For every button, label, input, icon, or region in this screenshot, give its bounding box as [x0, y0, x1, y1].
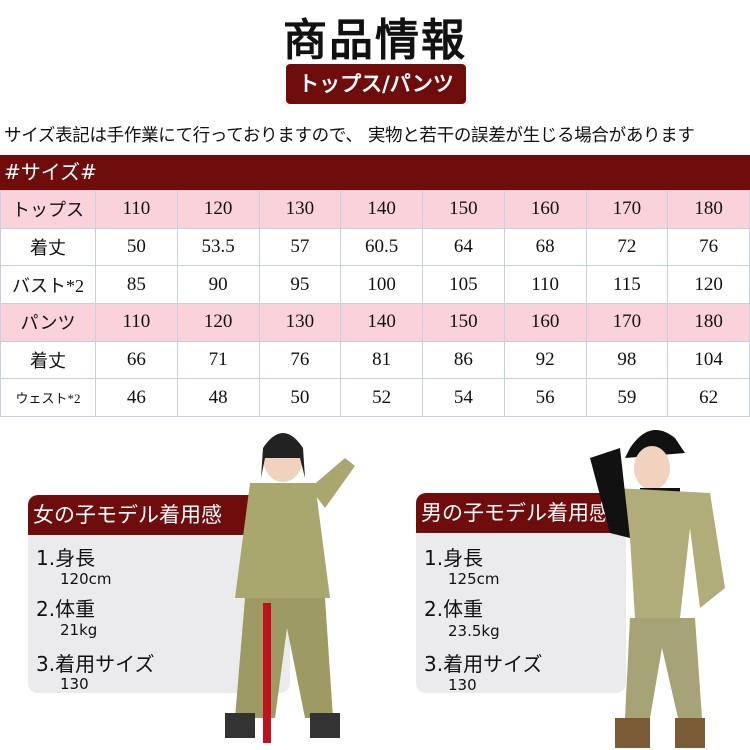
size-cell: 170 [585, 303, 669, 342]
size-cell: 95 [258, 265, 342, 305]
size-cell: 86 [422, 340, 505, 380]
size-cell: 110 [503, 265, 587, 305]
size-cell: 115 [585, 265, 669, 305]
size-cell: 120 [667, 265, 750, 305]
size-value: 130 [60, 675, 89, 693]
size-value: 130 [448, 676, 477, 694]
size-cell: 104 [667, 340, 750, 380]
size-cell: 50 [95, 227, 178, 267]
size-cell: 59 [585, 378, 669, 418]
size-row: 着丈 66 71 76 81 86 92 98 104 [0, 340, 750, 380]
size-row: バスト*2 85 90 95 100 105 110 115 120 [0, 265, 750, 305]
size-cell: 120 [176, 190, 260, 229]
size-row: トップス 110 120 130 140 150 160 170 180 [0, 190, 750, 229]
weight-label: 2.体重 [424, 597, 484, 621]
row-label: ウェスト*2 [0, 378, 96, 418]
size-cell: 48 [176, 378, 260, 418]
size-cell: 140 [340, 303, 423, 342]
size-cell: 150 [422, 190, 505, 229]
size-cell: 85 [95, 265, 178, 305]
size-cell: 56 [503, 378, 587, 418]
size-cell: 57 [258, 227, 342, 267]
size-cell: 54 [422, 378, 505, 418]
weight-value: 21kg [60, 621, 98, 639]
page-title: 商品情報 [283, 15, 467, 66]
size-table: トップス 110 120 130 140 150 160 170 180 着丈 50 53.5 57 60… [0, 190, 750, 418]
row-label: パンツ [0, 303, 96, 342]
row-label: バスト*2 [0, 265, 96, 305]
height-label: 1.身長 [36, 546, 96, 570]
size-cell: 130 [258, 190, 342, 229]
size-cell: 110 [95, 190, 178, 229]
row-label: 着丈 [0, 227, 96, 267]
height-value: 125cm [448, 570, 500, 588]
size-row: ウェスト*2 46 48 50 52 54 56 59 62 [0, 378, 750, 418]
size-cell: 180 [667, 190, 750, 229]
size-cell: 180 [667, 303, 750, 342]
size-cell: 50 [258, 378, 342, 418]
size-cell: 120 [176, 303, 260, 342]
size-disclaimer: サイズ表記は手作業にて行っておりますので、 実物と若干の誤差が生じる場合がありま… [4, 126, 695, 146]
size-cell: 64 [422, 227, 505, 267]
girl-model-photo [225, 433, 355, 743]
category-badge: トップス/パンツ [284, 62, 468, 106]
height-label: 1.身長 [424, 546, 484, 570]
row-label: トップス [0, 190, 96, 229]
size-cell: 100 [340, 265, 423, 305]
boy-model-card: 男の子モデル着用感 1.身長 125cm 2.体重 23.5kg 3.着用サイズ… [416, 493, 626, 694]
size-cell: 160 [503, 190, 587, 229]
size-cell: 160 [503, 303, 587, 342]
size-cell: 62 [667, 378, 750, 418]
size-cell: 66 [95, 340, 178, 380]
height-value: 120cm [60, 570, 112, 588]
size-cell: 150 [422, 303, 505, 342]
size-cell: 71 [176, 340, 260, 380]
size-row: パンツ 110 120 130 140 150 160 170 180 [0, 303, 750, 342]
size-cell: 90 [176, 265, 260, 305]
weight-value: 23.5kg [448, 622, 500, 640]
size-cell: 170 [585, 190, 669, 229]
size-cell: 105 [422, 265, 505, 305]
size-cell: 53.5 [176, 227, 260, 267]
size-cell: 68 [503, 227, 587, 267]
size-cell: 52 [340, 378, 423, 418]
size-cell: 72 [585, 227, 669, 267]
size-cell: 60.5 [340, 227, 423, 267]
weight-label: 2.体重 [36, 597, 96, 621]
size-cell: 76 [258, 340, 342, 380]
size-cell: 110 [95, 303, 178, 342]
size-cell: 81 [340, 340, 423, 380]
size-cell: 46 [95, 378, 178, 418]
row-label: 着丈 [0, 340, 96, 380]
size-label: 3.着用サイズ [36, 652, 155, 676]
size-label: 3.着用サイズ [424, 652, 543, 676]
size-cell: 98 [585, 340, 669, 380]
size-cell: 140 [340, 190, 423, 229]
size-cell: 92 [503, 340, 587, 380]
boy-model-photo [590, 430, 725, 748]
size-cell: 76 [667, 227, 750, 267]
card-title: 男の子モデル着用感 [416, 493, 626, 533]
size-table-heading: #サイズ# [0, 155, 750, 190]
size-row: 着丈 50 53.5 57 60.5 64 68 72 76 [0, 227, 750, 267]
size-cell: 130 [258, 303, 342, 342]
